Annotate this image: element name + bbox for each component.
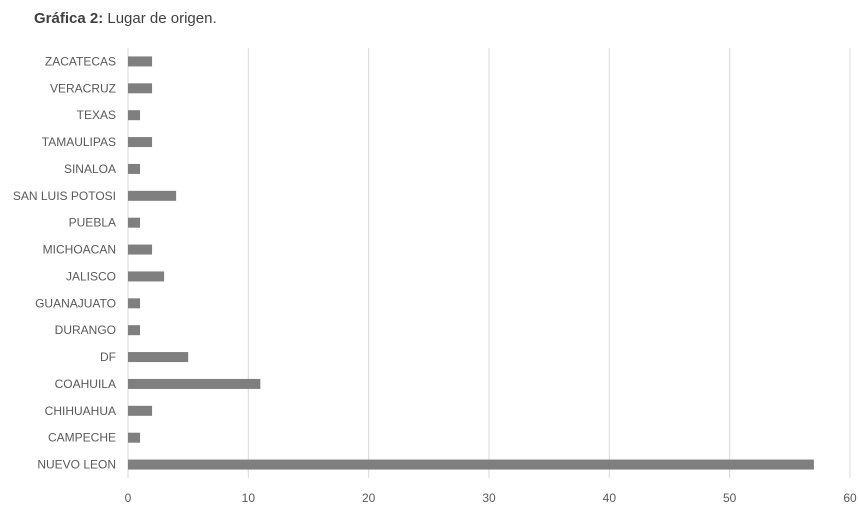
bar-puebla: [128, 217, 141, 228]
bar-veracruz: [128, 83, 153, 94]
category-label: SINALOA: [64, 162, 116, 176]
bar-guanajuato: [128, 298, 141, 309]
x-tick-label: 50: [723, 491, 737, 505]
bar-coahuila: [128, 378, 261, 389]
category-label: DF: [100, 350, 116, 364]
category-label: CHIHUAHUA: [45, 404, 116, 418]
bar-sinaloa: [128, 163, 141, 174]
category-label: ZACATECAS: [45, 54, 116, 68]
category-label: JALISCO: [66, 269, 116, 283]
x-tick-label: 0: [125, 491, 132, 505]
bar-df: [128, 352, 189, 363]
category-label: TEXAS: [77, 108, 116, 122]
x-tick-label: 40: [603, 491, 617, 505]
x-tick-label: 30: [482, 491, 496, 505]
category-label: VERACRUZ: [50, 81, 116, 95]
bar-zacatecas: [128, 56, 153, 67]
category-label: NUEVO LEON: [37, 458, 116, 472]
bar-campeche: [128, 432, 141, 443]
caption-text: Lugar de origen.: [107, 10, 217, 27]
bar-michoacan: [128, 244, 153, 255]
bars: [128, 56, 814, 470]
x-tick-label: 60: [843, 491, 857, 505]
category-labels: ZACATECAS VERACRUZ TEXAS TAMAULIPAS SINALOA S…: [13, 54, 116, 471]
category-label: SAN LUIS POTOSI: [13, 189, 116, 203]
category-label: PUEBLA: [69, 216, 116, 230]
category-label: TAMAULIPAS: [42, 135, 116, 149]
x-tick-label: 10: [242, 491, 256, 505]
x-tick-label: 20: [362, 491, 376, 505]
gridlines: [127, 48, 851, 478]
category-label: DURANGO: [55, 323, 116, 337]
bar-san-luis-potosi: [128, 190, 177, 201]
bar-jalisco: [128, 271, 165, 282]
category-label: MICHOACAN: [43, 243, 116, 257]
category-label: COAHUILA: [55, 377, 116, 391]
bar-tamaulipas: [128, 137, 153, 148]
category-label: GUANAJUATO: [35, 296, 116, 310]
bar-durango: [128, 325, 141, 336]
bar-chihuahua: [128, 405, 153, 416]
bar-texas: [128, 110, 141, 121]
chart-caption: Gráfica 2: Lugar de origen.: [34, 10, 217, 27]
category-label: CAMPECHE: [48, 431, 116, 445]
bar-nuevo-leon: [128, 459, 814, 470]
x-axis-ticks: 0 10 20 30 40 50 60: [125, 491, 857, 505]
caption-label: Gráfica 2:: [34, 10, 104, 27]
